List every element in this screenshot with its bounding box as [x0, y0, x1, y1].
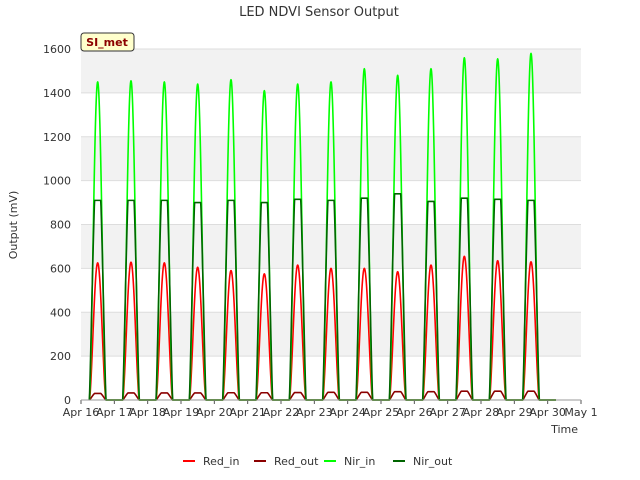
legend-label: Red_out — [274, 455, 319, 468]
legend: Red_in Red_out Nir_in Nir_out — [183, 455, 453, 468]
site-badge-box — [80, 32, 135, 52]
y-tick-label: 800 — [50, 219, 71, 232]
grid-lines — [81, 48, 581, 401]
legend-label: Nir_out — [413, 455, 453, 468]
legend-entry: Red_in — [183, 455, 239, 468]
x-tick-label: Apr 19 — [163, 406, 200, 419]
y-tick-label: 400 — [50, 306, 71, 319]
x-tick-label: Apr 20 — [196, 406, 233, 419]
y-tick-label: 1200 — [43, 131, 71, 144]
chart-title: LED NDVI Sensor Output — [239, 5, 399, 20]
x-tick-label: Apr 17 — [96, 406, 133, 419]
x-axis-label: Time — [550, 423, 578, 436]
site-badge: SI_met — [80, 32, 135, 52]
x-tick-label: Apr 30 — [529, 406, 566, 419]
x-tick-label: Apr 29 — [496, 406, 533, 419]
legend-label: Red_in — [203, 455, 239, 468]
legend-entry: Red_out — [254, 455, 319, 468]
y-axis-ticks: 0 200 400 600 800 1000 1200 1400 1600 — [43, 43, 71, 407]
y-tick-label: 0 — [64, 394, 71, 407]
x-tick-label: Apr 23 — [296, 406, 333, 419]
plot-band — [81, 136, 581, 181]
y-tick-label: 200 — [50, 350, 71, 363]
plot-band — [81, 224, 581, 269]
legend-label: Nir_in — [344, 455, 375, 468]
x-tick-label: Apr 27 — [429, 406, 466, 419]
y-tick-label: 1400 — [43, 87, 71, 100]
x-tick-label: Apr 22 — [263, 406, 300, 419]
x-tick-label: Apr 28 — [463, 406, 500, 419]
y-axis-label: Output (mV) — [7, 191, 20, 260]
legend-entry: Nir_in — [324, 455, 375, 468]
x-tick-label: May 1 — [564, 406, 597, 419]
y-tick-label: 1600 — [43, 43, 71, 56]
x-tick-label: Apr 21 — [229, 406, 266, 419]
y-tick-label: 1000 — [43, 175, 71, 188]
x-tick-label: Apr 16 — [63, 406, 100, 419]
y-tick-label: 600 — [50, 262, 71, 275]
site-badge-text: SI_met — [86, 36, 128, 49]
x-tick-label: Apr 25 — [363, 406, 400, 419]
x-tick-label: Apr 24 — [329, 406, 366, 419]
x-tick-label: Apr 18 — [129, 406, 166, 419]
legend-entry: Nir_out — [393, 455, 453, 468]
plot-band — [81, 312, 581, 357]
x-tick-label: Apr 26 — [396, 406, 433, 419]
